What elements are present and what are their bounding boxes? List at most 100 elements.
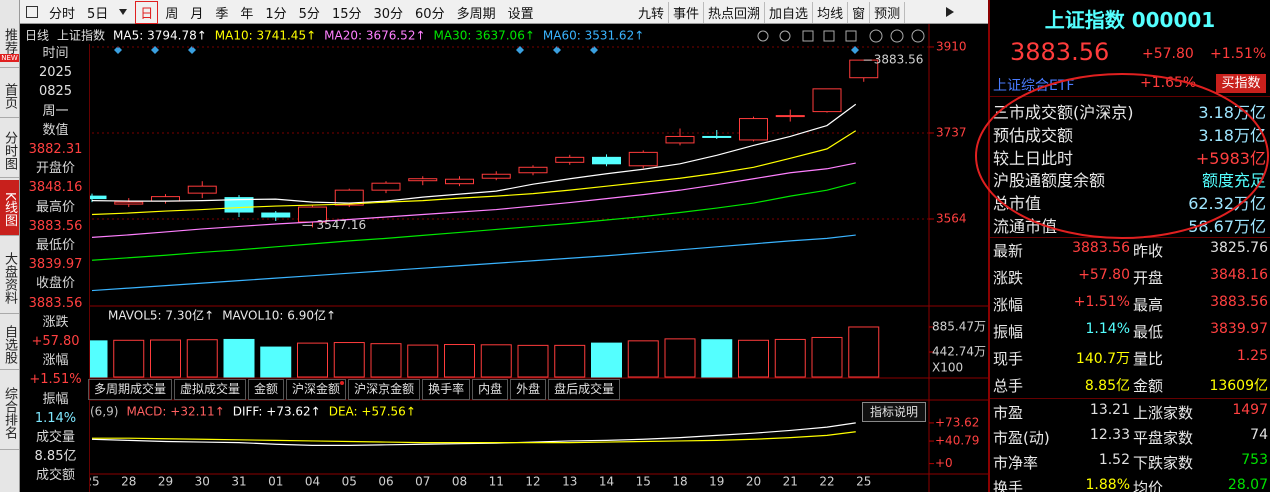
- marker: [516, 46, 524, 54]
- volume-bar: [738, 339, 769, 378]
- table-value: +57.80: [1078, 267, 1130, 283]
- info-value: 3883.56: [28, 218, 83, 234]
- toolbar-item[interactable]: 5分: [298, 6, 320, 22]
- etf-name[interactable]: 上证综合ETF: [993, 78, 1075, 94]
- new-badge: NEW: [0, 54, 19, 62]
- legend-item: MAVOL5: 7.30亿↑: [108, 308, 214, 323]
- toolbar-item[interactable]: 5日: [87, 6, 109, 22]
- table-value: 1.25: [1236, 348, 1268, 364]
- etf-pct: +1.65%: [1140, 75, 1197, 91]
- table-label: 最新: [993, 242, 1024, 260]
- stat-label: 总市值: [993, 194, 1042, 214]
- panel-borders: [22, 24, 988, 492]
- info-label: 数值: [42, 122, 69, 138]
- volume-bar: [333, 342, 365, 378]
- buy-button[interactable]: 买指数: [1216, 74, 1266, 93]
- cursor-info: 时间 2025 0825 周一 数值 3882.31 开盘价 3848.16 最高价 3883.5…: [22, 44, 90, 492]
- sidebar-tab[interactable]: K线图: [0, 180, 19, 236]
- low-label: 3547.16: [317, 218, 367, 232]
- toolbar-item[interactable]: 均线: [813, 1, 849, 23]
- candle-body: [739, 118, 768, 141]
- toolbar-item[interactable]: 1分: [265, 6, 287, 22]
- toolbar-item[interactable]: 30分: [373, 6, 404, 22]
- toolbar-item[interactable]: 热点回溯: [704, 1, 766, 23]
- sidebar-tab[interactable]: 推荐: [0, 0, 19, 68]
- indicator-tab[interactable]: 沪深金额: [286, 379, 347, 400]
- legend-item: MA20: 3676.52↑: [324, 29, 425, 43]
- sidebar-tab[interactable]: 首页: [0, 70, 19, 118]
- quote-change: +57.80: [1142, 46, 1194, 62]
- sidebar-tab[interactable]: 自选股: [0, 316, 19, 370]
- x-tick-label: 11: [489, 475, 504, 489]
- toolbar-item[interactable]: 分时: [49, 6, 76, 22]
- volume-bar: [664, 338, 696, 378]
- indicator-tab[interactable]: 沪深京金额: [348, 379, 421, 400]
- table-label: 上涨家数: [1133, 404, 1194, 422]
- table-value: 8.85亿: [1084, 378, 1130, 394]
- toolbar-item[interactable]: 窗: [848, 1, 871, 23]
- sidebar-tab[interactable]: 综合排名: [0, 372, 19, 450]
- marker: [151, 46, 159, 54]
- table-value: 1.88%: [1085, 477, 1130, 492]
- table-label: 金额: [1133, 377, 1164, 395]
- volume-bar: [848, 326, 880, 378]
- toolbar-collapse[interactable]: [946, 7, 954, 17]
- candle-body: [371, 182, 401, 191]
- indicator-tab[interactable]: 换手率: [422, 379, 471, 400]
- table-label: 开盘: [1133, 269, 1164, 287]
- volume-bar: [113, 339, 145, 378]
- toolbar-item[interactable]: 日: [135, 0, 159, 24]
- toolbar-item[interactable]: 季: [215, 6, 229, 22]
- toolbar-item[interactable]: 15分: [331, 6, 362, 22]
- indicator-tab[interactable]: 外盘: [510, 379, 547, 400]
- toolbar-item[interactable]: 年: [240, 6, 254, 22]
- toolbar-item[interactable]: 多周期: [456, 6, 496, 22]
- info-value: +57.80: [31, 334, 80, 350]
- marker: [851, 46, 859, 54]
- dropdown-arrow[interactable]: [119, 9, 128, 15]
- toolbar-item[interactable]: 事件: [669, 1, 705, 23]
- sidebar-tab[interactable]: 大盘资料: [0, 238, 19, 314]
- x-tick-label: 04: [305, 475, 320, 489]
- stat-value: 3.18万亿: [1198, 125, 1266, 145]
- table-label: 最低: [1133, 323, 1164, 341]
- indicator-tab[interactable]: 多周期成交量: [88, 379, 173, 400]
- info-label: 收盘价: [35, 276, 75, 292]
- info-value: 3848.16: [28, 180, 83, 196]
- indicator-tab[interactable]: 盘后成交量: [548, 379, 621, 400]
- sidebar-tab[interactable]: 分时图: [0, 120, 19, 178]
- table-label: 市盈(动): [993, 429, 1050, 447]
- chart-tools[interactable]: [757, 29, 925, 43]
- ma-line: [91, 182, 856, 261]
- toolbar-item[interactable]: 设置: [507, 6, 534, 22]
- indicator-tabs: 多周期成交量 虚拟成交量 金额 沪深金额 沪深京金额 换手率 内盘 外盘 盘后成交量: [88, 379, 622, 400]
- toolbar-item[interactable]: 预测: [870, 1, 906, 23]
- candle-body: [592, 156, 621, 165]
- quote-panel: 上证指数 000001 3883.56 +57.80 +1.51% 上证综合ETF +1.…: [988, 0, 1270, 492]
- indicator-tab[interactable]: 虚拟成交量: [174, 379, 247, 400]
- legend-item: MA10: 3741.45↑: [215, 29, 316, 43]
- table-value: 3883.56: [1210, 294, 1268, 310]
- volume-bar: [627, 340, 659, 378]
- indicator-tab[interactable]: 内盘: [472, 379, 509, 400]
- indicator-tab[interactable]: 金额: [248, 379, 285, 400]
- info-value: 周一: [42, 103, 69, 119]
- toolbar-item[interactable]: 月: [190, 6, 204, 22]
- candle-body: [518, 166, 548, 174]
- toolbar-item[interactable]: 九转: [634, 1, 670, 23]
- table-value: 3839.97: [1210, 321, 1268, 337]
- toolbar-item[interactable]: 周: [165, 6, 179, 22]
- legend-item: MA30: 3637.06↑: [434, 29, 535, 43]
- toolbar-item[interactable]: 60分: [415, 6, 445, 22]
- toolbar-item[interactable]: 加自选: [765, 1, 814, 23]
- toolbar-icon[interactable]: [26, 6, 38, 18]
- stat-label: 预估成交额: [993, 125, 1074, 145]
- indicator-help-button[interactable]: 指标说明: [862, 402, 926, 422]
- divider: [990, 237, 1270, 238]
- y-tick-label: 885.47万: [932, 319, 986, 333]
- legend-item: MA5: 3794.78↑: [113, 29, 207, 43]
- table-label: 最高: [1133, 296, 1164, 314]
- stat-value: 额度充足: [1201, 171, 1266, 191]
- table-value: +1.51%: [1073, 294, 1130, 310]
